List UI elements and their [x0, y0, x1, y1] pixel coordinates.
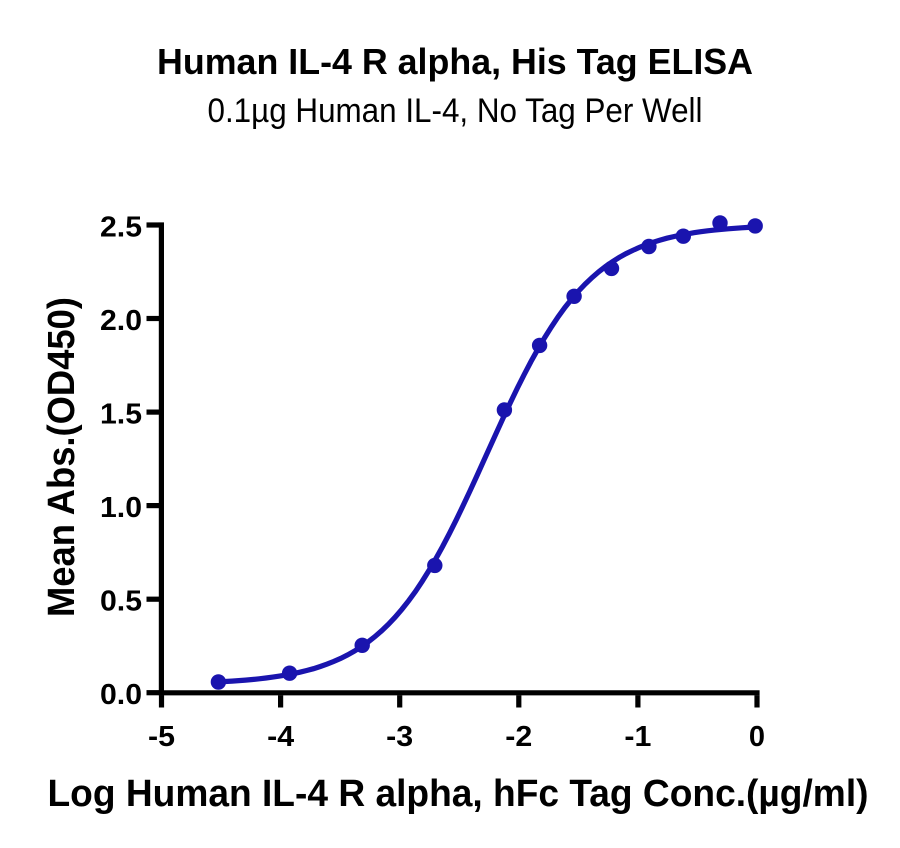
- svg-text:2.0: 2.0: [100, 305, 142, 337]
- svg-text:Log Human IL-4 R alpha, hFc Ta: Log Human IL-4 R alpha, hFc Tag Conc.(µg…: [48, 773, 869, 815]
- svg-text:0.0: 0.0: [100, 679, 142, 711]
- svg-text:-3: -3: [386, 721, 413, 753]
- svg-text:-2: -2: [505, 721, 532, 753]
- svg-text:1.0: 1.0: [100, 492, 142, 524]
- svg-text:-5: -5: [148, 721, 175, 753]
- svg-text:Human IL-4 R alpha, His Tag EL: Human IL-4 R alpha, His Tag ELISA: [157, 41, 753, 82]
- svg-text:0.5: 0.5: [100, 586, 142, 618]
- svg-text:0: 0: [749, 721, 765, 753]
- svg-text:2.5: 2.5: [100, 212, 142, 244]
- svg-text:-1: -1: [624, 721, 651, 753]
- svg-text:-4: -4: [267, 721, 294, 753]
- svg-text:Mean Abs.(OD450): Mean Abs.(OD450): [41, 297, 83, 617]
- svg-text:0.1µg Human IL-4, No Tag Per W: 0.1µg Human IL-4, No Tag Per Well: [208, 92, 703, 130]
- svg-text:1.5: 1.5: [100, 399, 142, 431]
